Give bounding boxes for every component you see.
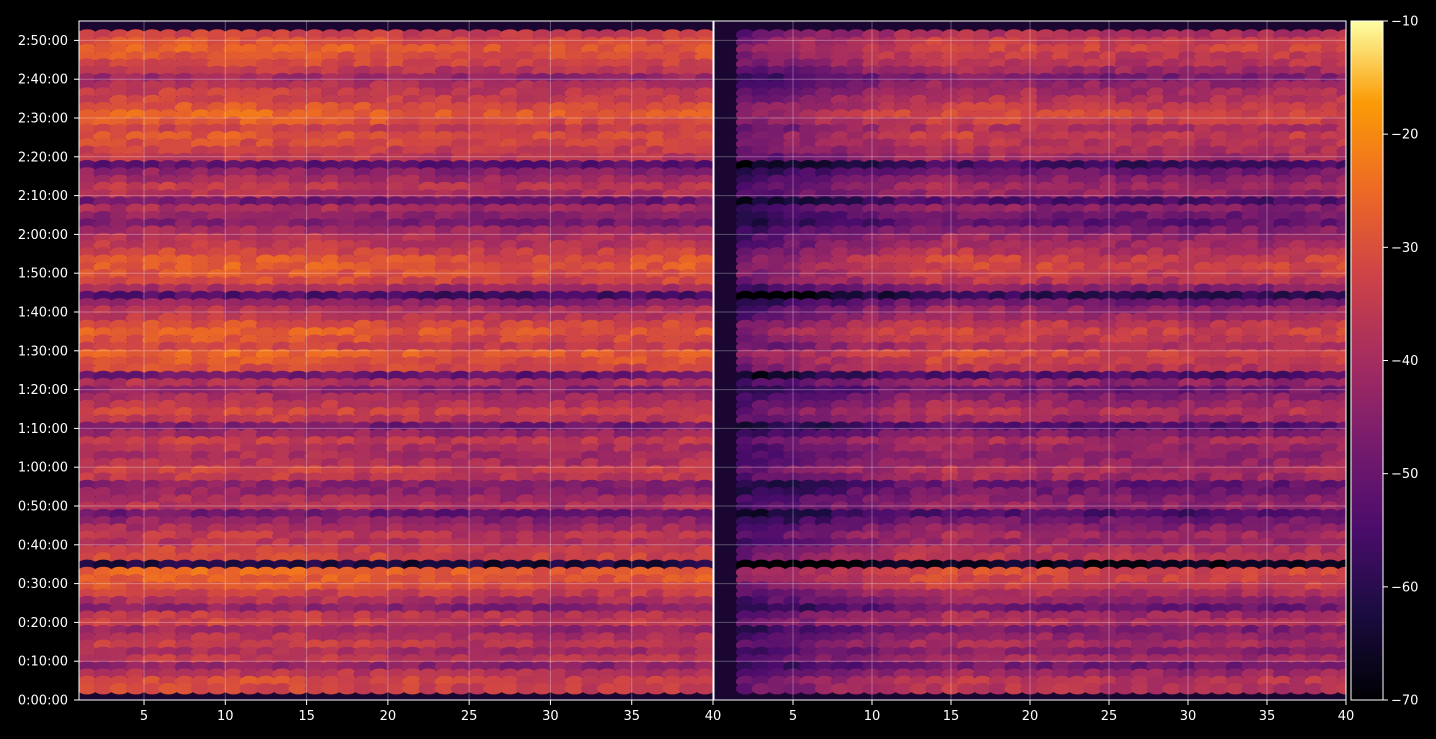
heat-cell [125,683,146,695]
heat-cell [174,683,195,695]
heat-cell [581,683,602,695]
heat-cell [239,683,260,695]
heat-cell [662,683,683,695]
heat-cell [190,683,211,695]
heat-cell [255,683,276,695]
heat-cell [109,683,130,695]
heat-cell [483,683,504,695]
heat-cell [207,683,228,695]
heat-cell [629,683,650,695]
heat-cell [93,683,114,695]
heat-cell [223,683,244,695]
heat-cell [516,683,537,695]
heat-cell [694,683,713,695]
heat-cell [450,683,472,695]
heat-cell [564,683,585,695]
heat-cell [499,683,520,695]
heat-cell [613,683,634,695]
heat-cell [158,683,179,695]
heat-cell [337,683,358,695]
heat-cell [288,683,309,695]
left-panel [79,21,713,700]
heat-cell [79,683,98,695]
heat-cell [272,683,293,695]
heat-cell [434,683,455,695]
heat-cell [678,683,699,695]
heat-cell [304,683,325,695]
heat-cell [597,683,618,695]
heat-cell [385,683,407,695]
heat-cell [548,683,569,695]
heat-cell [646,683,667,695]
heat-cell [320,683,342,695]
heat-cell [402,683,423,695]
heat-cell [353,683,374,695]
right-panel [714,21,1346,700]
heat-cell [369,683,390,695]
heat-cell [532,683,553,695]
heat-cell [467,683,488,695]
heat-cell [418,683,439,695]
heat-cell [142,683,163,695]
